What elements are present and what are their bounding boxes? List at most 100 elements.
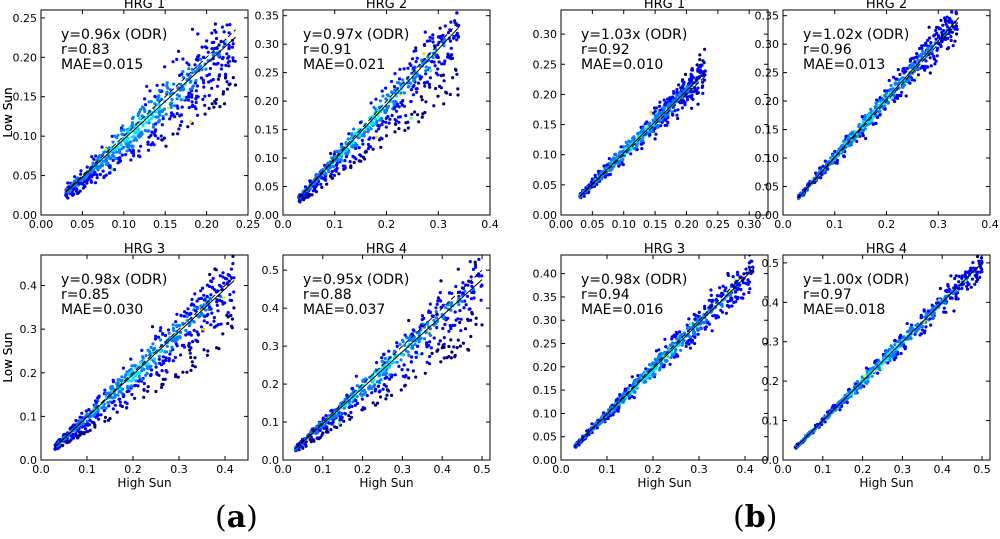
data-point — [87, 408, 91, 412]
data-point — [121, 366, 125, 370]
data-point — [400, 353, 404, 357]
data-point — [410, 57, 415, 61]
data-point — [226, 273, 230, 277]
data-point — [333, 425, 337, 429]
data-point — [376, 384, 380, 388]
y-tick-label: 0.20 — [533, 361, 558, 374]
data-point — [628, 383, 632, 388]
data-point — [702, 78, 707, 82]
data-point — [436, 94, 440, 98]
chart-a-hrg-2: 0.0 0.1 0.2 0.3 0.40.000.050.100.150.200.250… — [255, 0, 499, 231]
y-tick-label: 0.35 — [255, 10, 280, 23]
data-point — [889, 90, 894, 94]
data-point — [100, 145, 104, 149]
x-tick-label: 0.1 — [326, 218, 344, 231]
data-point — [377, 115, 381, 119]
data-point — [692, 86, 697, 90]
data-point — [331, 165, 336, 169]
data-point — [693, 317, 697, 321]
data-point — [681, 86, 685, 90]
data-point — [228, 23, 232, 27]
data-point — [203, 103, 207, 107]
data-point — [172, 82, 176, 86]
data-point — [693, 341, 697, 346]
data-point — [349, 165, 353, 170]
data-point — [374, 97, 378, 101]
data-point — [947, 287, 951, 291]
data-point — [419, 328, 423, 332]
data-point — [326, 161, 330, 165]
data-point — [175, 104, 179, 108]
y-tick-label: 0.15 — [533, 119, 558, 132]
data-point — [470, 284, 474, 288]
data-point — [657, 348, 661, 352]
data-point — [215, 303, 219, 307]
data-point — [659, 362, 663, 366]
y-tick-label: 0.20 — [13, 51, 38, 64]
data-point — [375, 119, 379, 123]
data-point — [696, 332, 700, 336]
data-point — [648, 363, 652, 367]
data-point — [121, 124, 125, 128]
data-point — [392, 349, 396, 353]
chart-title: HRG 2 — [866, 0, 907, 12]
data-point — [188, 348, 192, 352]
data-point — [688, 338, 692, 342]
data-point — [470, 290, 474, 294]
data-point — [428, 302, 432, 306]
data-point — [589, 180, 593, 184]
data-point — [205, 321, 209, 325]
data-point — [133, 136, 137, 140]
data-point — [614, 152, 618, 156]
data-point — [384, 120, 388, 124]
data-point — [297, 199, 301, 203]
data-point — [454, 284, 458, 289]
data-point — [435, 326, 439, 330]
data-point — [210, 102, 214, 106]
data-point — [680, 79, 685, 83]
data-point — [663, 103, 667, 107]
data-point — [95, 176, 99, 180]
x-tick-label: 0.0 — [274, 218, 292, 231]
data-point — [118, 403, 123, 408]
odr-fit-line — [298, 26, 460, 199]
data-point — [152, 106, 156, 110]
data-point — [199, 57, 203, 62]
data-point — [423, 84, 427, 88]
data-point — [464, 303, 468, 307]
data-point — [820, 173, 824, 177]
data-point — [439, 86, 443, 90]
data-point — [442, 102, 446, 106]
data-point — [336, 158, 341, 162]
data-point — [134, 379, 138, 383]
data-point — [210, 311, 214, 315]
y-tick-label: 0.05 — [533, 179, 558, 192]
data-point — [436, 299, 440, 303]
data-point — [874, 101, 878, 105]
data-point — [164, 144, 168, 148]
data-point — [181, 57, 185, 61]
data-point — [666, 120, 670, 125]
data-point — [744, 251, 747, 254]
data-point — [168, 352, 172, 356]
data-point — [451, 76, 455, 80]
data-point — [310, 427, 314, 431]
data-point — [736, 287, 741, 291]
data-point — [161, 117, 165, 121]
data-point — [937, 34, 941, 38]
x-tick-label: 0.2 — [354, 463, 372, 476]
data-point — [826, 167, 830, 171]
data-point — [394, 119, 398, 123]
data-point — [199, 325, 204, 329]
data-point — [428, 354, 432, 359]
stats-annotation: r=0.85 — [61, 287, 110, 303]
stats-annotation: y=0.96x (ODR) — [61, 27, 167, 43]
data-point — [104, 147, 108, 151]
data-point — [393, 373, 397, 377]
data-point — [398, 67, 402, 71]
data-point — [196, 339, 200, 344]
data-point — [406, 368, 410, 372]
data-point — [441, 73, 445, 77]
data-point — [448, 92, 452, 97]
data-point — [175, 337, 179, 341]
